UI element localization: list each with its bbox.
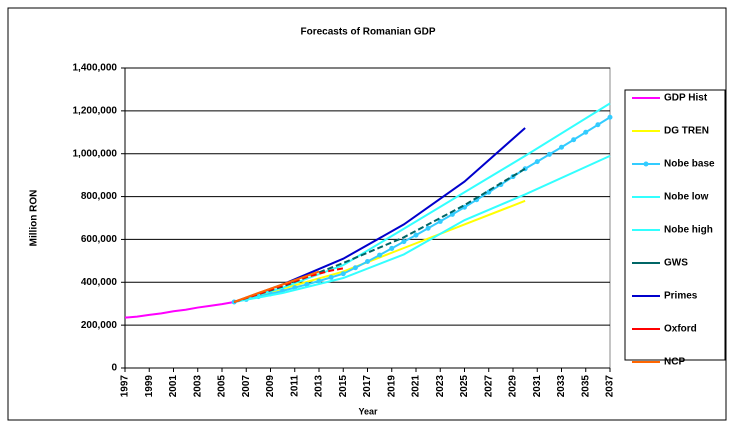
x-axis-label: Year [358, 406, 378, 416]
series-line [233, 270, 320, 303]
x-tick-label: 2033 [556, 375, 567, 398]
legend-label: GWS [664, 258, 688, 269]
series-marker [546, 151, 552, 157]
x-tick-label: 2021 [411, 375, 422, 398]
series-marker [328, 274, 334, 280]
x-tick-label: 2027 [483, 375, 494, 398]
series-marker [534, 159, 540, 165]
series-line [233, 154, 611, 303]
series-marker [413, 232, 419, 238]
series-marker [425, 225, 431, 231]
series-marker [571, 137, 577, 143]
series-marker [352, 265, 358, 271]
series-marker [340, 271, 346, 277]
legend-label: Nobe high [664, 225, 713, 236]
x-tick-label: 2035 [580, 375, 591, 398]
series-marker [316, 278, 322, 284]
y-tick-label: 1,000,000 [73, 148, 118, 159]
chart-title: Forecasts of Romanian GDP [300, 27, 435, 38]
series-line [124, 301, 235, 319]
series-marker [607, 114, 613, 120]
legend-label: NCP [664, 357, 685, 368]
series-marker [583, 129, 589, 135]
legend-label: DG TREN [664, 126, 709, 137]
x-tick-label: 1997 [120, 375, 131, 398]
x-tick-label: 2007 [241, 375, 252, 398]
y-tick-label: 0 [111, 363, 117, 374]
x-tick-label: 2025 [459, 375, 470, 398]
x-tick-label: 2019 [386, 375, 397, 398]
x-tick-label: 2017 [362, 375, 373, 398]
y-tick-label: 200,000 [81, 320, 118, 331]
plot-area [124, 67, 611, 369]
legend-label: Nobe low [664, 192, 709, 203]
y-tick-label: 400,000 [81, 277, 118, 288]
legend-box [624, 89, 726, 361]
x-tick-label: 2001 [168, 375, 179, 398]
series-line [233, 102, 611, 303]
x-tick-label: 2003 [192, 375, 203, 398]
x-tick-label: 2005 [217, 375, 228, 398]
series-marker [377, 252, 383, 258]
series-marker [389, 245, 395, 251]
legend-label: Primes [664, 291, 698, 302]
x-tick-label: 1999 [144, 375, 155, 398]
legend-marker [643, 161, 649, 167]
legend-label: Oxford [664, 324, 697, 335]
x-tick-label: 2023 [435, 375, 446, 398]
x-tick-label: 2013 [314, 375, 325, 398]
y-axis-label: Million RON [29, 190, 40, 247]
x-tick-label: 2009 [265, 375, 276, 398]
x-tick-label: 2011 [289, 375, 300, 397]
series-marker [559, 144, 564, 150]
x-tick-label: 2031 [532, 375, 543, 398]
series-marker [486, 189, 492, 195]
y-tick-label: 1,400,000 [73, 63, 118, 74]
y-tick-label: 600,000 [81, 234, 118, 245]
series-marker [401, 239, 407, 245]
x-tick-label: 2029 [508, 375, 519, 398]
y-tick-label: 1,200,000 [73, 105, 118, 116]
series-line [233, 167, 526, 303]
series-marker [437, 218, 443, 224]
series-marker [595, 122, 601, 128]
legend-label: GDP Hist [664, 93, 708, 104]
legend-label: Nobe base [664, 159, 715, 170]
x-tick-label: 2037 [605, 375, 616, 398]
series-marker [365, 259, 370, 264]
y-tick-label: 800,000 [81, 191, 118, 202]
x-tick-label: 2015 [338, 375, 349, 398]
